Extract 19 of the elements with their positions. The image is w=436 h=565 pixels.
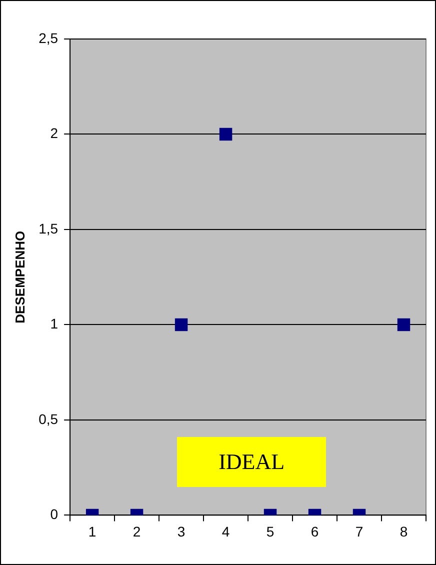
- x-tick-label: 6: [310, 523, 319, 540]
- x-tick-label: 3: [177, 523, 186, 540]
- x-tick-label: 1: [88, 523, 96, 540]
- point: [219, 128, 232, 141]
- x-tick-label: 8: [400, 523, 408, 540]
- y-tick-label: 2: [50, 125, 58, 142]
- y-axis-title: DESEMPENHO: [12, 230, 28, 324]
- y-tick-label: 1,5: [38, 220, 58, 236]
- y-tick-label: 0,5: [38, 410, 58, 427]
- y-tick-label: 2,5: [38, 30, 58, 46]
- point: [397, 318, 410, 332]
- x-tick-label: 7: [355, 523, 364, 540]
- y-tick-label: 0: [50, 506, 58, 522]
- x-tick-label: 2: [132, 523, 141, 540]
- point: [174, 318, 188, 332]
- label-box: IDEAL: [176, 437, 326, 488]
- x-tick-label: 4: [222, 523, 230, 540]
- x-tick-label: 5: [266, 523, 274, 540]
- y-tick-label: 1: [50, 316, 58, 332]
